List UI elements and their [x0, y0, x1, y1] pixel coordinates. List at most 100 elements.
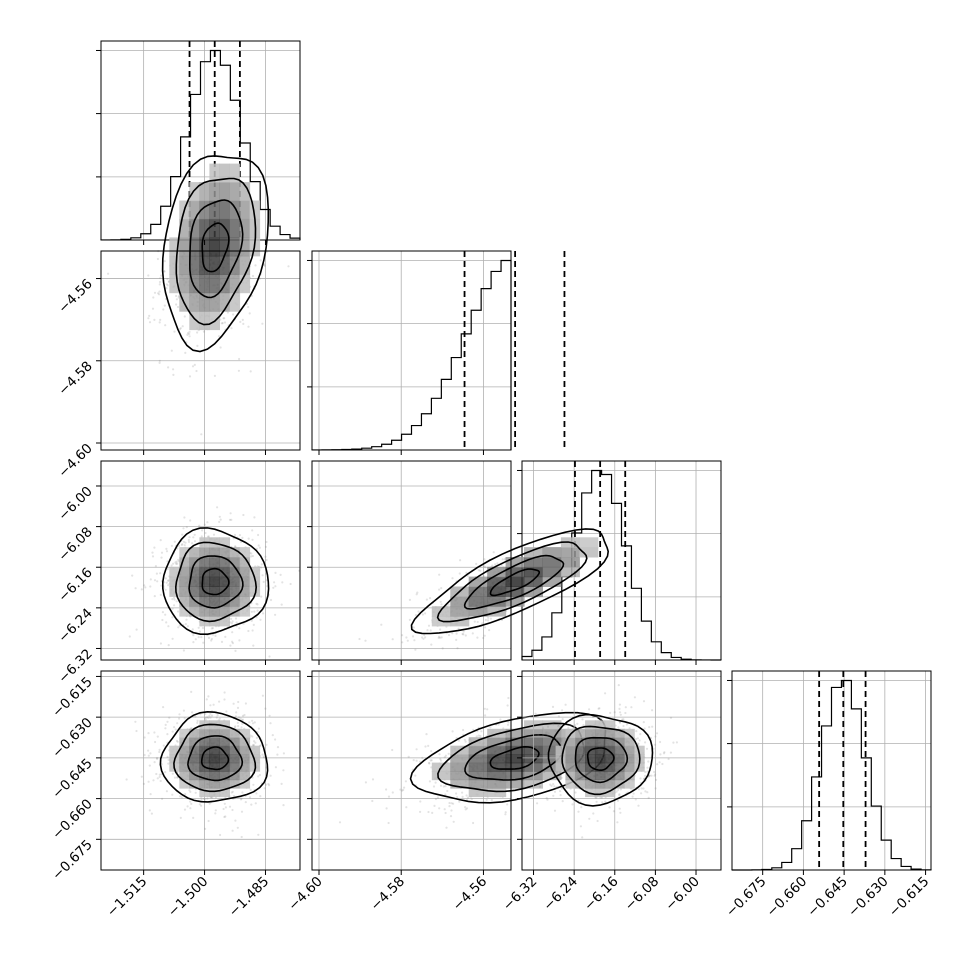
- sample-point: [175, 303, 178, 306]
- sample-point: [230, 617, 233, 621]
- sample-point: [412, 626, 415, 629]
- sample-point: [178, 328, 181, 331]
- sample-point: [164, 577, 167, 580]
- sample-point: [171, 598, 174, 601]
- sample-point: [405, 636, 408, 639]
- sample-point: [148, 321, 152, 324]
- sample-point: [198, 524, 201, 527]
- sample-point: [651, 709, 654, 712]
- sample-point: [544, 732, 547, 735]
- sample-point: [214, 812, 217, 815]
- sample-point: [415, 748, 418, 751]
- sample-point: [155, 572, 158, 575]
- density-cell: [575, 745, 586, 755]
- density-cell: [575, 771, 586, 781]
- sample-point: [265, 558, 268, 562]
- density-cell: [199, 311, 210, 331]
- sample-point: [177, 544, 180, 548]
- density-cell: [614, 745, 625, 755]
- sample-point: [205, 716, 208, 719]
- density-cell: [579, 547, 599, 558]
- sample-point: [210, 639, 213, 642]
- density-cell: [585, 779, 596, 789]
- sample-point: [488, 629, 491, 632]
- sample-point: [634, 798, 637, 801]
- sample-point: [154, 740, 157, 744]
- sample-point: [253, 610, 256, 613]
- sample-point: [189, 800, 192, 803]
- sample-point: [507, 721, 510, 724]
- sample-point: [439, 759, 443, 762]
- density-cell: [199, 576, 210, 587]
- density-cell: [229, 779, 241, 789]
- density-cell: [179, 237, 190, 257]
- histogram-step-line: [311, 259, 512, 451]
- density-cell: [229, 566, 241, 578]
- sample-point: [263, 264, 266, 267]
- sample-point: [536, 756, 539, 759]
- density-cell: [487, 566, 507, 578]
- sample-point: [287, 265, 290, 268]
- sample-point: [624, 711, 627, 715]
- contour-level-4: [159, 710, 269, 803]
- sample-point: [598, 718, 601, 721]
- density-cell: [594, 779, 606, 789]
- sample-point: [175, 739, 178, 742]
- sample-point: [254, 802, 257, 805]
- sample-point: [234, 715, 237, 718]
- sample-point: [158, 321, 161, 324]
- sample-point: [238, 639, 241, 642]
- density-cell: [524, 566, 543, 578]
- density-cell: [624, 728, 635, 738]
- sample-point: [140, 775, 143, 778]
- density-cell: [249, 200, 261, 220]
- density-cell: [229, 200, 241, 220]
- sample-point: [240, 797, 243, 800]
- sample-point: [477, 569, 480, 572]
- sample-point: [438, 753, 441, 756]
- sample-point: [282, 752, 285, 755]
- sample-point: [662, 752, 666, 755]
- sample-point: [619, 713, 622, 716]
- sample-point: [253, 516, 256, 519]
- sample-point: [198, 630, 201, 633]
- density-cell: [179, 218, 190, 238]
- density-cell: [189, 311, 200, 331]
- sample-point: [264, 555, 267, 558]
- sample-point: [147, 274, 150, 277]
- sample-point: [238, 627, 241, 630]
- density-cell: [189, 728, 200, 738]
- sample-point: [229, 644, 232, 647]
- sample-point: [269, 722, 272, 725]
- density-cell: [229, 182, 241, 202]
- sample-point: [451, 730, 454, 733]
- sample-point: [200, 798, 203, 801]
- density-cell: [555, 745, 566, 755]
- density-cell: [219, 616, 230, 627]
- sample-point: [554, 729, 557, 733]
- contour-level-2: [187, 735, 244, 782]
- sample-point: [482, 636, 485, 640]
- sample-point: [472, 728, 475, 731]
- sample-point: [166, 755, 169, 759]
- density-cell: [468, 754, 488, 764]
- sample-point: [401, 789, 404, 792]
- sample-point: [163, 270, 166, 273]
- sample-point: [465, 571, 468, 574]
- sample-point: [547, 732, 550, 735]
- sample-point: [261, 753, 264, 756]
- sample-point: [203, 717, 207, 720]
- density-cell: [604, 737, 616, 747]
- sample-point: [371, 778, 375, 781]
- sample-point: [191, 365, 195, 368]
- density-cell: [199, 737, 210, 747]
- density-cell: [575, 754, 586, 764]
- sample-point: [178, 624, 181, 627]
- sample-point: [543, 770, 546, 774]
- sample-point: [422, 637, 425, 640]
- sample-point: [140, 588, 143, 591]
- sample-point: [552, 783, 555, 786]
- sample-point: [557, 715, 561, 718]
- sample-point: [134, 587, 137, 590]
- sample-point: [257, 533, 260, 537]
